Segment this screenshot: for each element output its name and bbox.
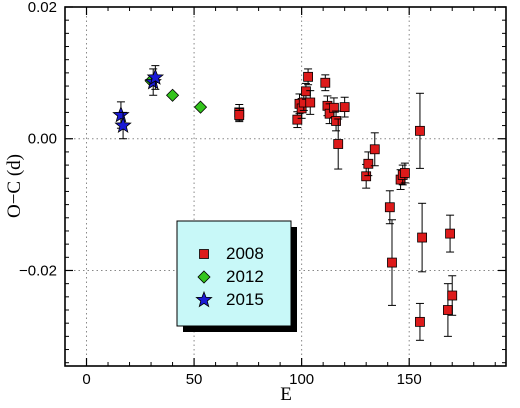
data-point-2008 bbox=[331, 116, 341, 126]
data-point-2008 bbox=[320, 77, 331, 88]
data-point-2008 bbox=[443, 305, 453, 315]
data-point-2008 bbox=[445, 228, 455, 239]
legend-marker-2015 bbox=[195, 290, 213, 308]
data-point-2008 bbox=[234, 110, 245, 120]
y-axis-title: O−C (d) bbox=[4, 154, 25, 218]
data-point-2008 bbox=[384, 202, 395, 213]
y-tick-label: 0.00 bbox=[28, 131, 57, 148]
x-tick-label: 0 bbox=[82, 371, 90, 388]
data-points bbox=[112, 65, 458, 341]
data-point-2008 bbox=[399, 168, 410, 178]
x-tick-label: 50 bbox=[186, 371, 203, 388]
data-point-2008 bbox=[303, 71, 313, 82]
data-point-2015 bbox=[114, 116, 132, 133]
data-point-2008 bbox=[301, 86, 311, 97]
data-point-2012 bbox=[193, 100, 208, 114]
data-point-2008 bbox=[415, 125, 425, 136]
legend-box bbox=[176, 220, 292, 327]
axis-ticks: 0 50 100 150 0.02 0.00 −0.02 bbox=[19, 0, 506, 388]
data-point-2008 bbox=[415, 316, 425, 327]
plot-frame bbox=[64, 6, 507, 367]
data-point-2015 bbox=[146, 68, 165, 85]
data-point-2012 bbox=[165, 88, 180, 102]
legend-label: 2015 bbox=[226, 290, 264, 309]
data-point-2008 bbox=[333, 139, 344, 149]
legend-label: 2012 bbox=[226, 267, 264, 286]
legend: 2008 2012 2015 bbox=[176, 220, 297, 332]
data-point-2008 bbox=[369, 144, 380, 155]
y-tick-label: 0.02 bbox=[28, 0, 57, 16]
x-axis-title: E bbox=[280, 384, 292, 405]
legend-label: 2008 bbox=[226, 244, 264, 263]
data-point-2008 bbox=[361, 171, 372, 182]
legend-marker-2008 bbox=[199, 249, 209, 259]
x-tick-label: 100 bbox=[289, 371, 314, 388]
data-point-2008 bbox=[292, 114, 303, 125]
data-point-2008 bbox=[329, 102, 339, 113]
data-point-2008 bbox=[339, 102, 350, 113]
data-point-2008 bbox=[363, 158, 374, 169]
data-point-2008 bbox=[447, 290, 458, 301]
data-point-2008 bbox=[305, 97, 316, 108]
y-tick-label: −0.02 bbox=[19, 262, 57, 279]
x-tick-label: 150 bbox=[397, 371, 422, 388]
legend-marker-2012 bbox=[197, 270, 211, 284]
data-point-2008 bbox=[387, 257, 397, 268]
data-point-2008 bbox=[417, 232, 428, 243]
